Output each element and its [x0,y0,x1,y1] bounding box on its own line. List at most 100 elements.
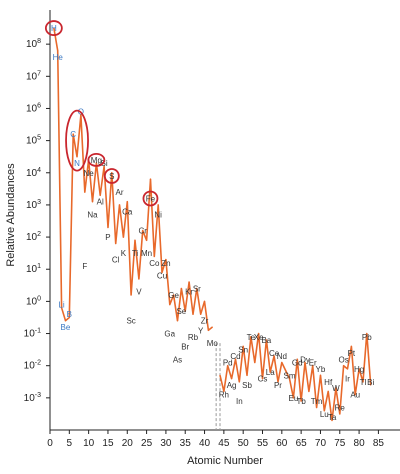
element-label-sb: Sb [242,381,252,390]
element-label-c: C [70,130,76,139]
y-tick-label: 101 [26,263,41,275]
data-point [323,410,325,412]
x-tick-label: 20 [122,438,134,449]
element-label-cd: Cd [230,352,240,361]
x-tick-label: 30 [160,438,172,449]
x-tick-label: 80 [354,438,366,449]
data-point [350,345,352,347]
y-tick-label: 102 [26,231,41,243]
element-label-eu: Eu [289,394,299,403]
element-label-si: Si [101,159,108,168]
element-label-ti: Ti [132,249,139,258]
data-point [153,255,155,257]
data-point [115,242,117,245]
element-label-y: Y [198,326,204,335]
element-label-mn: Mn [141,249,152,258]
element-label-cl: Cl [112,256,120,265]
y-tick-label: 106 [26,102,41,114]
element-label-er: Er [309,358,317,367]
data-point [234,358,237,360]
data-point [269,371,271,373]
data-point [84,191,86,193]
element-label-pt: Pt [348,349,356,358]
element-label-mo: Mo [207,339,219,348]
data-point [80,114,82,116]
data-point [281,361,283,364]
x-tick-label: 40 [199,438,211,449]
element-labels: HHeLiBeBCNOFNeNaMgAlSiPSClArKCaScTiVCrMn… [51,24,374,422]
data-point [203,300,206,302]
element-label-w: W [332,384,340,393]
element-label-pd: Pd [223,358,233,367]
element-label-he: He [53,53,64,62]
data-point [165,258,167,261]
highlight-circle-fe [142,190,159,207]
data-point [196,287,198,290]
element-label-b: B [67,310,72,319]
element-label-yb: Yb [316,365,326,374]
data-point [242,345,244,347]
data-point [219,374,221,376]
highlight-circles [44,20,159,207]
element-label-gd: Gd [292,358,303,367]
data-point [188,281,190,283]
x-tick-label: 45 [218,438,230,449]
data-point [184,310,186,312]
data-point [130,294,132,296]
element-label-fe: Fe [146,194,156,203]
x-tick-label: 60 [276,438,288,449]
data-point [99,194,101,196]
data-point [327,390,329,393]
data-point [145,239,148,241]
x-tick-label: 15 [102,438,114,449]
data-point [346,368,349,370]
series-group [53,27,372,422]
element-label-ca: Ca [122,207,133,216]
element-label-lu: Lu [320,410,329,419]
element-label-rb: Rb [188,333,199,342]
data-point [246,374,248,376]
data-point [254,361,256,364]
y-tick-label: 100 [26,295,41,307]
x-ticks: 0 5 10 15 20 25 30 35 40 45 50 55 60 65 70 75 80 85 [47,430,384,449]
data-point [134,239,136,241]
element-label-mg: Mg [91,156,102,165]
element-label-zr: Zr [201,317,209,326]
element-label-as: As [173,355,182,364]
data-point [288,377,291,380]
x-tick-label: 25 [141,438,153,449]
element-label-dy: Dy [300,355,310,364]
data-point [76,156,78,158]
data-point [68,316,70,319]
data-point [304,361,306,364]
element-label-s: S [109,172,114,181]
data-point [169,304,171,306]
element-label-br: Br [181,342,189,351]
data-point [358,368,360,370]
data-point [312,365,314,367]
element-label-pr: Pr [274,381,282,390]
data-point [142,230,144,232]
data-point [265,339,267,341]
element-label-ga: Ga [164,330,175,339]
element-label-ag: Ag [227,381,237,390]
element-label-ne: Ne [84,169,95,178]
gap-markers [215,343,221,430]
data-point [277,381,279,383]
element-label-v: V [136,288,142,297]
element-label-sc: Sc [126,317,135,326]
data-point [122,236,125,238]
element-label-f: F [82,262,87,271]
data-point [331,419,333,421]
data-point [161,271,163,274]
y-tick-label: 104 [26,167,41,179]
y-tick-label: 103 [26,199,41,211]
data-point [107,226,109,229]
element-label-ta: Ta [328,413,337,422]
data-point [258,332,260,335]
y-tick-label: 105 [26,135,41,147]
data-point [149,178,152,180]
highlight-circle-s [103,168,120,184]
data-point [227,365,229,367]
